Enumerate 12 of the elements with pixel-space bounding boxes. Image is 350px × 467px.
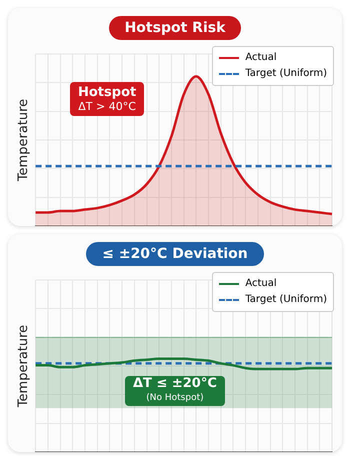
legend-label: Actual (245, 51, 277, 65)
chart-title: ≤ ±20°C Deviation (86, 242, 264, 266)
chart-title: Hotspot Risk (108, 16, 242, 40)
annotation: ΔT > 40°C (78, 100, 136, 113)
annotation: Hotspot (78, 85, 136, 100)
legend-label: Target (Uniform) (245, 293, 327, 307)
legend-label: Target (Uniform) (245, 67, 327, 81)
legend-label: Actual (245, 277, 277, 291)
y-axis-title: Temperature (16, 98, 32, 182)
y-axis-title: Temperature (16, 324, 32, 408)
annotation: ΔT ≤ ±20°C (133, 376, 217, 391)
annotation: (No Hotspot) (145, 392, 205, 405)
